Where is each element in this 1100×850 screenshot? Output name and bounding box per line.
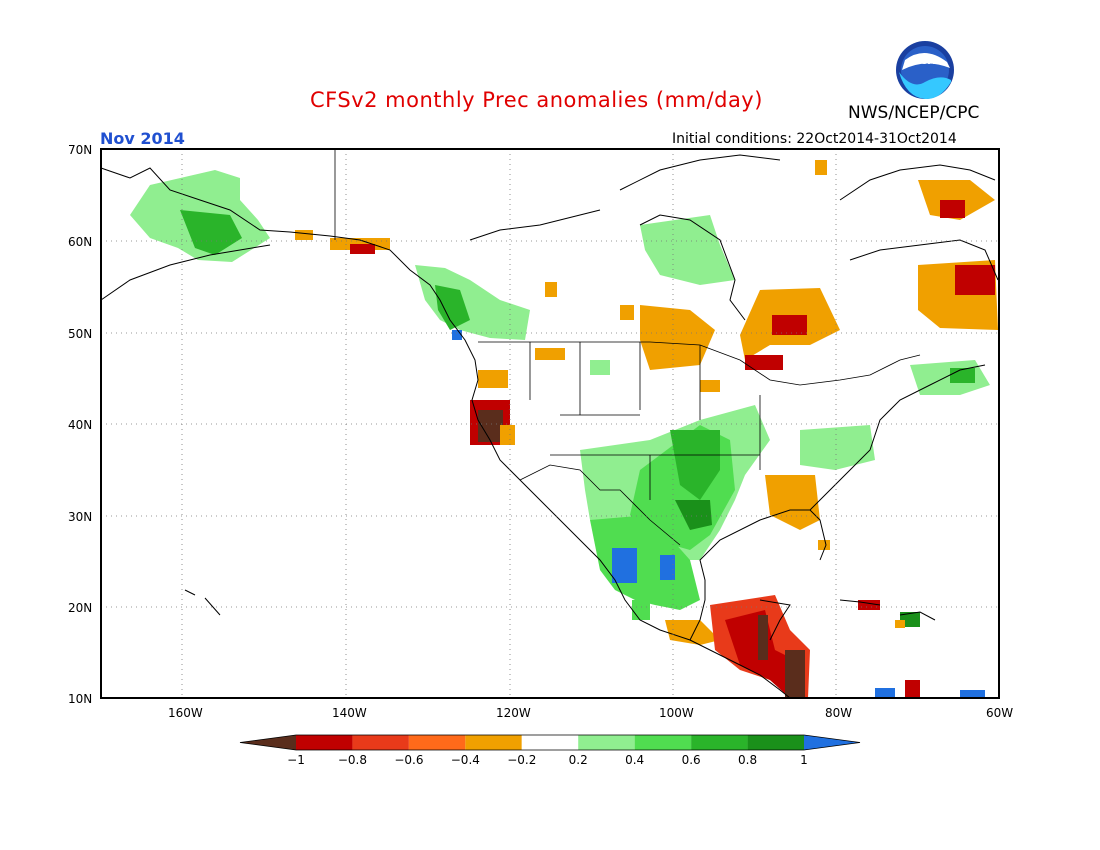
forecast-month: Nov 2014 xyxy=(100,129,185,148)
colorbar-outline xyxy=(239,734,861,751)
colorbar-segment xyxy=(296,735,353,750)
anomaly-shading xyxy=(130,160,998,698)
colorbar-segment xyxy=(521,735,579,750)
colorbar-label: −0.2 xyxy=(507,753,536,767)
lat-label: 60N xyxy=(68,235,92,249)
colorbar-segment xyxy=(691,735,748,750)
lon-label: 80W xyxy=(825,706,852,720)
lat-label: 50N xyxy=(68,327,92,341)
lat-label: 10N xyxy=(68,692,92,706)
lat-label: 40N xyxy=(68,418,92,432)
lon-label: 100W xyxy=(659,706,694,720)
map-border xyxy=(100,148,1000,699)
colorbar-label: 0.6 xyxy=(682,753,701,767)
longitude-labels: 160W 140W 120W 100W 80W 60W xyxy=(168,706,1013,720)
colorbar: −1 −0.8 −0.6 −0.4 −0.2 0.2 0.4 0.6 0.8 1 xyxy=(239,734,861,767)
colorbar-segment xyxy=(408,735,466,750)
initial-conditions: Initial conditions: 22Oct2014-31Oct2014 xyxy=(672,131,957,147)
colorbar-segment xyxy=(352,735,409,750)
lon-label: 160W xyxy=(168,706,203,720)
coastlines xyxy=(100,154,999,699)
lat-label: 70N xyxy=(68,143,92,157)
lon-label: 60W xyxy=(986,706,1013,720)
colorbar-label: −0.4 xyxy=(451,753,480,767)
colorbar-label: −0.8 xyxy=(338,753,367,767)
colorbar-label: 0.2 xyxy=(569,753,588,767)
political-borders xyxy=(334,149,921,546)
colorbar-segment xyxy=(240,735,296,750)
colorbar-label: 0.4 xyxy=(625,753,644,767)
agency-label: NWS/NCEP/CPC xyxy=(848,103,980,123)
colorbar-label: 0.8 xyxy=(738,753,757,767)
lat-label: 20N xyxy=(68,601,92,615)
lat-label: 30N xyxy=(68,510,92,524)
colorbar-segment xyxy=(747,735,804,750)
colorbar-segment xyxy=(634,735,692,750)
colorbar-label: −1 xyxy=(287,753,305,767)
colorbar-label: −0.6 xyxy=(394,753,423,767)
noaa-logo: NOAA xyxy=(896,41,954,100)
chart-title: CFSv2 monthly Prec anomalies (mm/day) xyxy=(310,88,763,112)
lon-label: 140W xyxy=(332,706,367,720)
noaa-logo-text: NOAA xyxy=(913,57,942,67)
colorbar-segment xyxy=(578,735,635,750)
colorbar-label: 1 xyxy=(800,753,808,767)
colorbar-segment xyxy=(804,735,860,750)
latitude-labels: 70N 60N 50N 40N 30N 20N 10N xyxy=(68,143,92,706)
lon-label: 120W xyxy=(496,706,531,720)
colorbar-segment xyxy=(465,735,522,750)
